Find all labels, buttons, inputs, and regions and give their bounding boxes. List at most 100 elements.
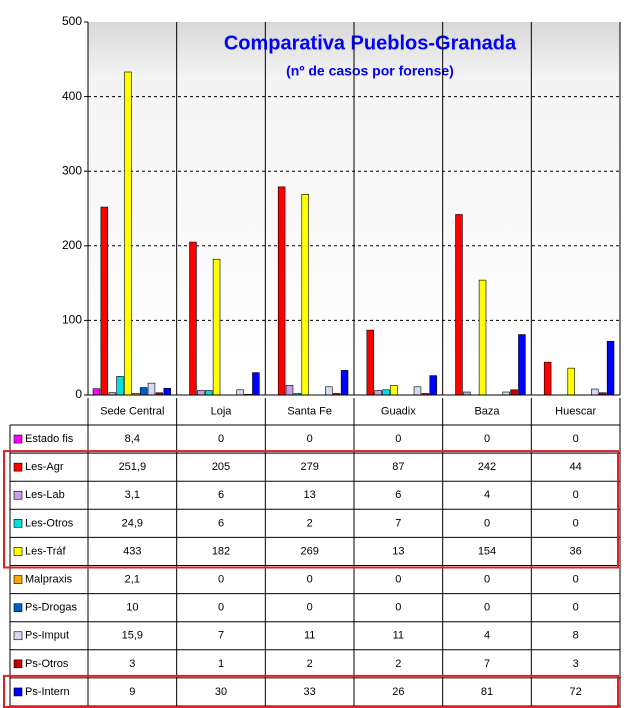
table-cell: 11	[393, 630, 404, 642]
table-cell: 3,1	[125, 489, 140, 501]
legend-swatch	[13, 575, 23, 584]
legend-swatch	[13, 603, 23, 612]
table-cell: 72	[570, 686, 582, 698]
legend-label: Ps-Otros	[25, 658, 69, 670]
table-cell: 0	[395, 433, 401, 445]
table-cell: 0	[573, 433, 579, 445]
bar	[277, 186, 286, 396]
table-cell: 7	[484, 658, 490, 670]
table-cell: 44	[570, 461, 582, 473]
table-cell: 0	[395, 602, 401, 614]
table-cell: 205	[212, 461, 230, 473]
legend-label: Ps-Drogas	[25, 602, 77, 614]
y-tick-label: 100	[62, 313, 82, 327]
table-cell: 87	[392, 461, 404, 473]
bar	[340, 370, 349, 396]
table-cell: 81	[481, 686, 493, 698]
bar	[510, 389, 518, 396]
legend-swatch	[13, 687, 23, 697]
table-cell: 0	[573, 489, 579, 501]
x-tick-label: Sede Central	[100, 405, 164, 417]
table-cell: 3	[129, 658, 135, 670]
table-cell: 0	[307, 433, 313, 445]
table-cell: 433	[123, 545, 141, 557]
legend-label: Les-Tráf	[25, 545, 66, 557]
table-cell: 9	[129, 686, 135, 698]
table-cell: 2	[307, 658, 313, 670]
table-cell: 0	[307, 602, 313, 614]
table-cell: 4	[484, 630, 490, 642]
table-cell: 0	[218, 433, 224, 445]
table-cell: 0	[573, 602, 579, 614]
table-cell: 0	[484, 573, 490, 585]
bar	[100, 206, 109, 396]
bar	[366, 329, 375, 396]
bar	[116, 376, 124, 396]
table-cell: 269	[300, 545, 318, 557]
table-cell: 6	[395, 489, 401, 501]
y-tick-label: 400	[62, 89, 82, 103]
table-cell: 6	[218, 517, 224, 529]
table-cell: 13	[392, 545, 404, 557]
highlight-box	[3, 450, 619, 569]
table-cell: 10	[126, 602, 138, 614]
bar	[236, 389, 244, 396]
table-cell: 2	[395, 658, 401, 670]
table-cell: 6	[218, 489, 224, 501]
table-cell: 15,9	[122, 630, 143, 642]
y-tick-label: 200	[62, 238, 82, 252]
y-tick-label: 500	[62, 14, 82, 28]
bar	[252, 372, 260, 396]
bar	[204, 390, 213, 396]
bar	[543, 361, 552, 396]
table-cell: 4	[484, 489, 490, 501]
legend-label: Les-Agr	[25, 461, 64, 473]
bar	[197, 390, 205, 396]
table-cell: 0	[395, 573, 401, 585]
table-cell: 0	[484, 602, 490, 614]
table-cell: 8	[573, 630, 579, 642]
bar	[374, 390, 382, 396]
table-cell: 13	[304, 489, 316, 501]
table-cell: 279	[300, 461, 318, 473]
table-cell: 0	[484, 517, 490, 529]
bar	[163, 387, 171, 396]
bar	[455, 214, 463, 396]
bar	[518, 334, 526, 396]
legend-swatch	[13, 631, 23, 641]
legend-swatch	[13, 519, 23, 528]
x-tick-label: Guadix	[381, 405, 416, 417]
y-tick-label: 300	[62, 163, 82, 177]
bar	[124, 71, 132, 396]
table-cell: 11	[304, 630, 315, 642]
table-cell: 7	[395, 517, 401, 529]
bar	[325, 386, 333, 396]
table-cell: 251,9	[119, 461, 147, 473]
bar	[429, 375, 437, 396]
table-cell: 0	[573, 573, 579, 585]
legend-swatch	[13, 434, 23, 444]
legend-label: Estado fis	[25, 433, 74, 445]
bar	[212, 258, 221, 396]
bar	[301, 194, 309, 396]
table-cell: 1	[218, 658, 224, 670]
table-cell: 0	[307, 573, 313, 585]
legend-label: Ps-Imput	[25, 630, 69, 642]
table-cell: 0	[218, 573, 224, 585]
table-cell: 182	[212, 545, 230, 557]
legend-swatch	[13, 659, 23, 669]
table-cell: 154	[478, 545, 496, 557]
x-tick-label: Huescar	[555, 405, 596, 417]
table-cell: 2	[307, 517, 313, 529]
table-cell: 2,1	[125, 573, 140, 585]
bar	[147, 382, 156, 396]
bar	[390, 385, 398, 396]
chart-title: Comparativa Pueblos-Granada	[224, 32, 517, 54]
bar	[285, 385, 294, 396]
legend-swatch	[13, 462, 23, 472]
table-cell: 36	[570, 545, 582, 557]
table-cell: 0	[573, 517, 579, 529]
bar	[382, 389, 390, 396]
legend-label: Les-Otros	[25, 517, 74, 529]
